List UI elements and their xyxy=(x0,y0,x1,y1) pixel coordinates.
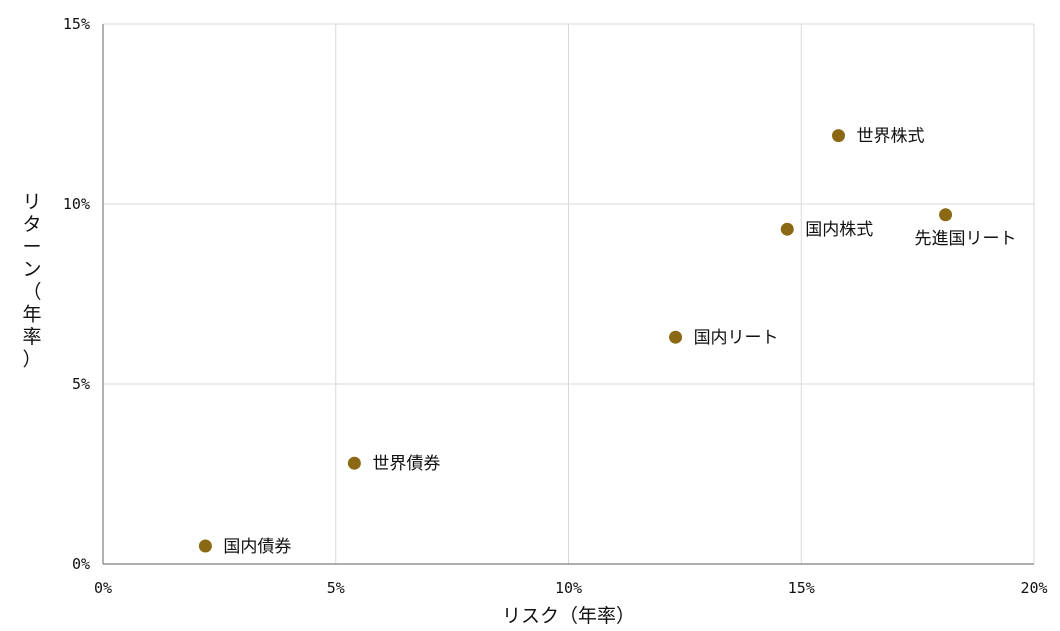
x-tick-label: 10% xyxy=(555,579,582,597)
data-point xyxy=(939,208,953,222)
x-tick-label: 15% xyxy=(788,579,815,597)
y-tick-label: 10% xyxy=(63,195,90,213)
x-tick-label: 20% xyxy=(1020,579,1047,597)
data-point xyxy=(347,456,361,470)
data-label: 国内リート xyxy=(694,328,779,348)
data-point xyxy=(198,539,212,553)
data-label: 世界株式 xyxy=(856,127,924,147)
data-points xyxy=(198,129,953,553)
x-axis-title: リスク（年率） xyxy=(502,605,635,627)
data-label: 世界債券 xyxy=(372,454,440,474)
tick-labels: 0% 5% 10% 15% 20% 0% 5% 10% 15% xyxy=(63,15,1048,597)
data-label: 国内債券 xyxy=(223,537,291,557)
y-tick-label: 15% xyxy=(63,15,90,33)
axes xyxy=(102,24,1034,565)
y-tick-label: 0% xyxy=(72,555,90,573)
y-axis-title: リターン（年率） xyxy=(22,191,41,371)
data-point xyxy=(780,222,794,236)
y-tick-label: 5% xyxy=(72,375,90,393)
x-tick-label: 0% xyxy=(94,579,112,597)
grid-lines xyxy=(103,23,1035,564)
data-point xyxy=(669,330,683,344)
data-label: 国内株式 xyxy=(805,220,873,240)
x-tick-label: 5% xyxy=(327,579,345,597)
data-point xyxy=(831,129,845,143)
data-label: 先進国リート xyxy=(915,229,1017,249)
